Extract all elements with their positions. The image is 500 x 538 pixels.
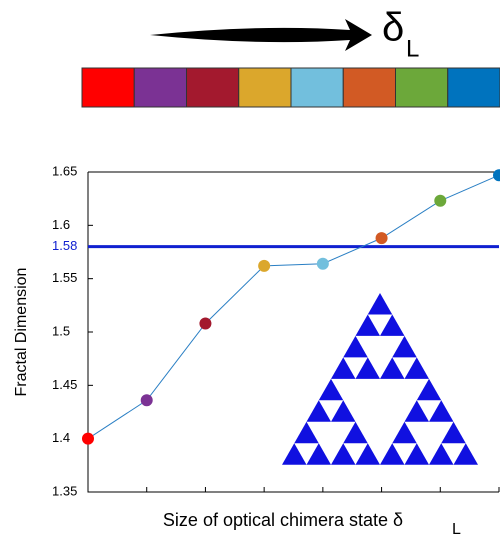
y-label-group: Fractal Dimension bbox=[13, 268, 30, 397]
inset-triangle bbox=[306, 443, 331, 465]
inset-triangle bbox=[429, 443, 454, 465]
inset-triangle bbox=[331, 400, 356, 422]
inset-triangle bbox=[331, 443, 356, 465]
color-swatch bbox=[81, 67, 135, 108]
point bbox=[493, 169, 500, 182]
inset-triangle bbox=[294, 421, 319, 444]
y-tick-label: 1.4 bbox=[52, 430, 70, 445]
point bbox=[140, 394, 153, 407]
inset-triangle bbox=[331, 357, 356, 379]
inset-triangle bbox=[367, 293, 393, 315]
y-tick-label: 1.45 bbox=[52, 377, 77, 392]
color-swatch bbox=[342, 67, 396, 108]
inset-triangle bbox=[343, 335, 368, 358]
reference-label: 1.58 bbox=[52, 238, 77, 253]
inset-triangle bbox=[355, 357, 380, 379]
inset-triangle bbox=[453, 443, 478, 465]
inset-triangle bbox=[392, 335, 417, 358]
point bbox=[316, 257, 329, 270]
point bbox=[82, 432, 94, 445]
inset-triangle bbox=[429, 400, 454, 422]
y-tick-label: 1.55 bbox=[52, 270, 77, 285]
color-swatch bbox=[290, 67, 344, 108]
inset-triangle bbox=[416, 378, 442, 401]
x-label-sub: L bbox=[452, 521, 461, 538]
arrow bbox=[150, 19, 372, 51]
inset-triangle bbox=[355, 443, 380, 465]
inset-triangle bbox=[343, 421, 368, 444]
inset-triangle bbox=[306, 400, 331, 422]
inset-triangle bbox=[404, 357, 429, 379]
inset-triangle bbox=[380, 443, 405, 465]
point bbox=[199, 317, 212, 330]
scale-label-sub: L bbox=[406, 35, 419, 62]
scale-label: δ bbox=[382, 6, 404, 50]
color-swatch bbox=[447, 67, 500, 108]
point bbox=[258, 259, 271, 272]
color-swatch bbox=[133, 67, 187, 108]
inset-triangle bbox=[404, 443, 429, 465]
point bbox=[375, 232, 388, 245]
y-tick-label: 1.35 bbox=[52, 483, 77, 498]
y-tick-label: 1.5 bbox=[52, 323, 70, 338]
y-tick-label: 1.65 bbox=[52, 163, 77, 178]
x-label: Size of optical chimera state δ bbox=[163, 510, 403, 530]
series-line bbox=[87, 174, 500, 440]
color-swatch bbox=[238, 67, 292, 108]
inset-triangle bbox=[380, 357, 405, 379]
inset-triangle bbox=[282, 443, 307, 465]
inset-triangle bbox=[355, 314, 380, 336]
inset-triangle bbox=[380, 314, 405, 336]
y-tick-label: 1.6 bbox=[52, 217, 70, 232]
color-swatch bbox=[395, 67, 449, 108]
inset-triangle bbox=[392, 421, 417, 444]
inset-triangle bbox=[441, 421, 466, 444]
color-swatch bbox=[186, 67, 240, 108]
point bbox=[434, 194, 447, 207]
inset-triangle bbox=[404, 400, 429, 422]
axes-frame bbox=[87, 171, 499, 493]
inset-triangle bbox=[318, 378, 344, 401]
y-label: Fractal Dimension bbox=[13, 268, 30, 397]
